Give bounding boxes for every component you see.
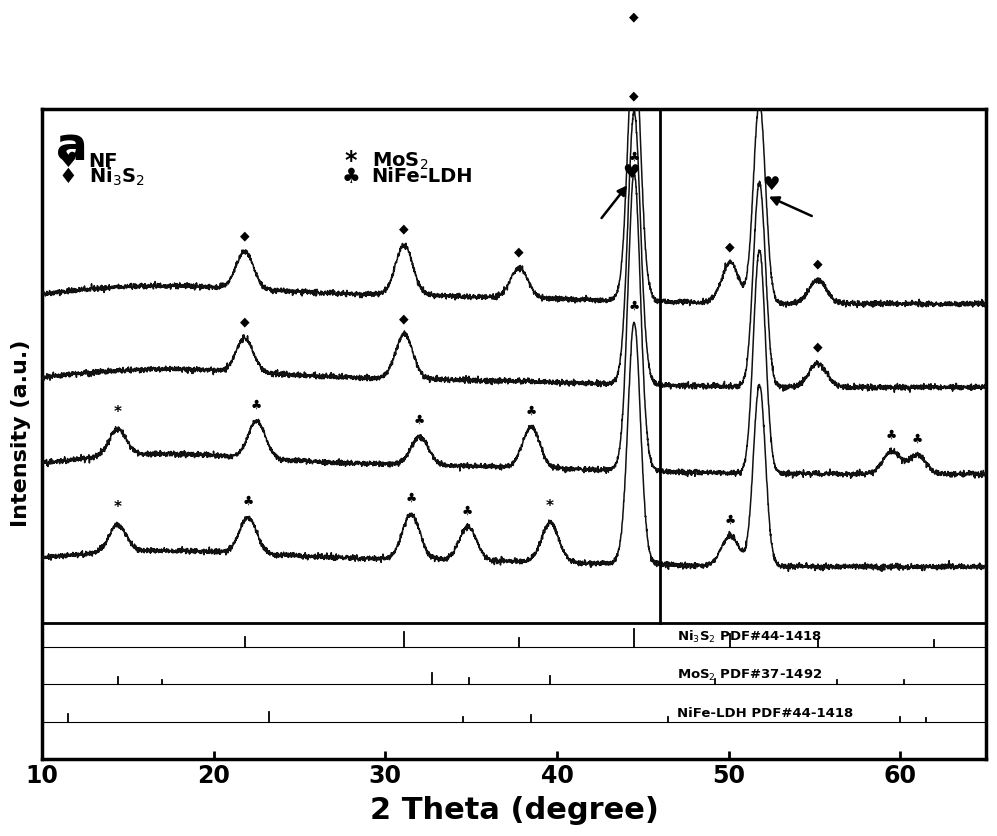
Text: ♣: ♣ (886, 429, 897, 442)
Text: ♣: ♣ (462, 505, 474, 517)
Text: *: * (114, 405, 122, 421)
Text: *: * (546, 498, 554, 513)
Text: ♥: ♥ (59, 151, 78, 171)
Text: ♣: ♣ (628, 300, 640, 313)
Text: Ni$_3$S$_2$: Ni$_3$S$_2$ (89, 166, 145, 188)
Text: ◆: ◆ (813, 341, 823, 354)
Text: ♣: ♣ (628, 151, 640, 164)
Text: ◆: ◆ (813, 257, 823, 271)
Text: ◆: ◆ (514, 245, 524, 258)
Text: ♦: ♦ (59, 167, 78, 187)
Text: ◆: ◆ (400, 222, 409, 236)
Text: a: a (57, 125, 89, 170)
Y-axis label: Intensity (a.u.): Intensity (a.u.) (11, 340, 31, 528)
Text: ♣: ♣ (406, 492, 417, 504)
Text: ♣: ♣ (911, 433, 923, 446)
Text: ♣: ♣ (242, 495, 254, 508)
Text: ◆: ◆ (726, 240, 735, 253)
Text: *: * (114, 500, 122, 515)
Text: ◆: ◆ (400, 312, 409, 325)
Text: ♣: ♣ (414, 414, 426, 427)
Text: *: * (345, 150, 357, 173)
Text: ♣: ♣ (725, 513, 736, 527)
Text: MoS$_2$: MoS$_2$ (372, 150, 428, 172)
Text: ♣: ♣ (251, 399, 262, 411)
Text: NiFe-LDH PDF#44-1418: NiFe-LDH PDF#44-1418 (677, 707, 853, 721)
Text: ♥: ♥ (622, 163, 639, 182)
Text: NiFe-LDH: NiFe-LDH (372, 167, 474, 186)
Text: NF: NF (89, 152, 118, 171)
Text: MoS$_2$ PDF#37-1492: MoS$_2$ PDF#37-1492 (677, 667, 823, 682)
X-axis label: 2 Theta (degree): 2 Theta (degree) (370, 796, 658, 825)
Text: Ni$_3$S$_2$ PDF#44-1418: Ni$_3$S$_2$ PDF#44-1418 (677, 630, 823, 645)
Text: ♣: ♣ (525, 405, 536, 417)
Text: ◆: ◆ (240, 230, 249, 242)
Text: ♥: ♥ (763, 176, 781, 194)
Text: ◆: ◆ (240, 316, 249, 329)
Text: ♣: ♣ (342, 167, 361, 187)
Text: ◆: ◆ (629, 10, 639, 23)
Text: ◆: ◆ (629, 89, 639, 103)
